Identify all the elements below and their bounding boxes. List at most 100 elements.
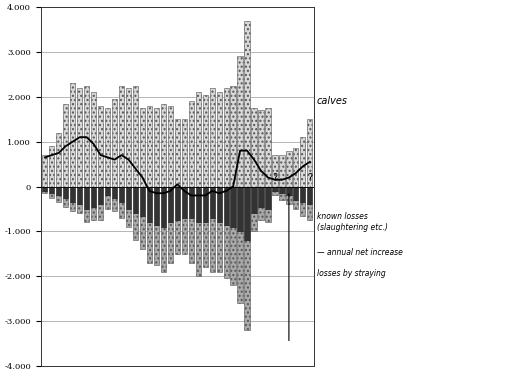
- Bar: [251, 108, 256, 186]
- Bar: [63, 104, 68, 186]
- Bar: [133, 213, 138, 240]
- Bar: [279, 193, 284, 200]
- Bar: [175, 186, 180, 220]
- Bar: [111, 198, 117, 211]
- Bar: [181, 119, 186, 186]
- Bar: [300, 186, 305, 202]
- Bar: [98, 204, 103, 220]
- Bar: [147, 186, 152, 222]
- Bar: [147, 106, 152, 186]
- Bar: [175, 220, 180, 254]
- Bar: [223, 225, 229, 278]
- Bar: [237, 231, 242, 303]
- Bar: [154, 108, 159, 186]
- Bar: [223, 88, 229, 186]
- Bar: [70, 186, 75, 202]
- Bar: [154, 186, 159, 225]
- Text: ?: ?: [306, 173, 312, 183]
- Bar: [160, 227, 165, 272]
- Bar: [167, 106, 173, 186]
- Bar: [42, 191, 47, 193]
- Bar: [98, 186, 103, 204]
- Bar: [188, 101, 193, 186]
- Bar: [258, 207, 263, 220]
- Bar: [202, 186, 208, 222]
- Bar: [111, 186, 117, 198]
- Bar: [56, 186, 61, 195]
- Bar: [181, 186, 186, 218]
- Bar: [84, 209, 89, 222]
- Bar: [272, 191, 277, 195]
- Bar: [91, 186, 96, 207]
- Bar: [258, 186, 263, 207]
- Bar: [209, 186, 214, 218]
- Bar: [306, 204, 312, 220]
- Bar: [49, 193, 54, 198]
- Bar: [251, 186, 256, 213]
- Bar: [84, 86, 89, 186]
- Bar: [167, 222, 173, 263]
- Bar: [77, 186, 82, 204]
- Bar: [230, 186, 235, 227]
- Text: calves: calves: [316, 96, 347, 106]
- Text: losses by straying: losses by straying: [316, 269, 385, 278]
- Bar: [209, 88, 214, 186]
- Bar: [265, 209, 270, 222]
- Text: known losses
(slaughtering etc.): known losses (slaughtering etc.): [316, 212, 387, 231]
- Bar: [56, 195, 61, 202]
- Bar: [244, 21, 249, 186]
- Bar: [258, 110, 263, 186]
- Bar: [91, 207, 96, 220]
- Bar: [98, 106, 103, 186]
- Bar: [237, 186, 242, 231]
- Bar: [91, 92, 96, 186]
- Bar: [63, 186, 68, 198]
- Bar: [195, 222, 201, 276]
- Bar: [188, 218, 193, 263]
- Bar: [105, 195, 110, 209]
- Bar: [195, 186, 201, 222]
- Bar: [119, 186, 124, 202]
- Bar: [237, 57, 242, 186]
- Text: — annual net increase: — annual net increase: [316, 248, 402, 256]
- Bar: [139, 186, 145, 216]
- Bar: [139, 108, 145, 186]
- Bar: [286, 151, 291, 186]
- Bar: [133, 186, 138, 213]
- Bar: [147, 222, 152, 263]
- Bar: [300, 137, 305, 186]
- Bar: [230, 227, 235, 285]
- Bar: [244, 240, 249, 330]
- Bar: [175, 119, 180, 186]
- Bar: [49, 146, 54, 186]
- Bar: [56, 133, 61, 186]
- Bar: [265, 186, 270, 209]
- Bar: [279, 186, 284, 193]
- Bar: [230, 86, 235, 186]
- Bar: [188, 186, 193, 218]
- Bar: [126, 186, 131, 209]
- Bar: [202, 222, 208, 267]
- Bar: [244, 186, 249, 240]
- Bar: [84, 186, 89, 209]
- Bar: [139, 216, 145, 249]
- Bar: [223, 186, 229, 225]
- Bar: [133, 86, 138, 186]
- Bar: [105, 186, 110, 195]
- Bar: [209, 218, 214, 272]
- Bar: [126, 88, 131, 186]
- Bar: [286, 195, 291, 204]
- Bar: [70, 202, 75, 211]
- Bar: [119, 86, 124, 186]
- Bar: [160, 104, 165, 186]
- Bar: [300, 202, 305, 216]
- Bar: [216, 186, 221, 222]
- Bar: [216, 92, 221, 186]
- Bar: [77, 204, 82, 213]
- Bar: [63, 198, 68, 207]
- Bar: [70, 83, 75, 186]
- Bar: [272, 186, 277, 191]
- Bar: [42, 155, 47, 186]
- Bar: [111, 99, 117, 186]
- Bar: [77, 88, 82, 186]
